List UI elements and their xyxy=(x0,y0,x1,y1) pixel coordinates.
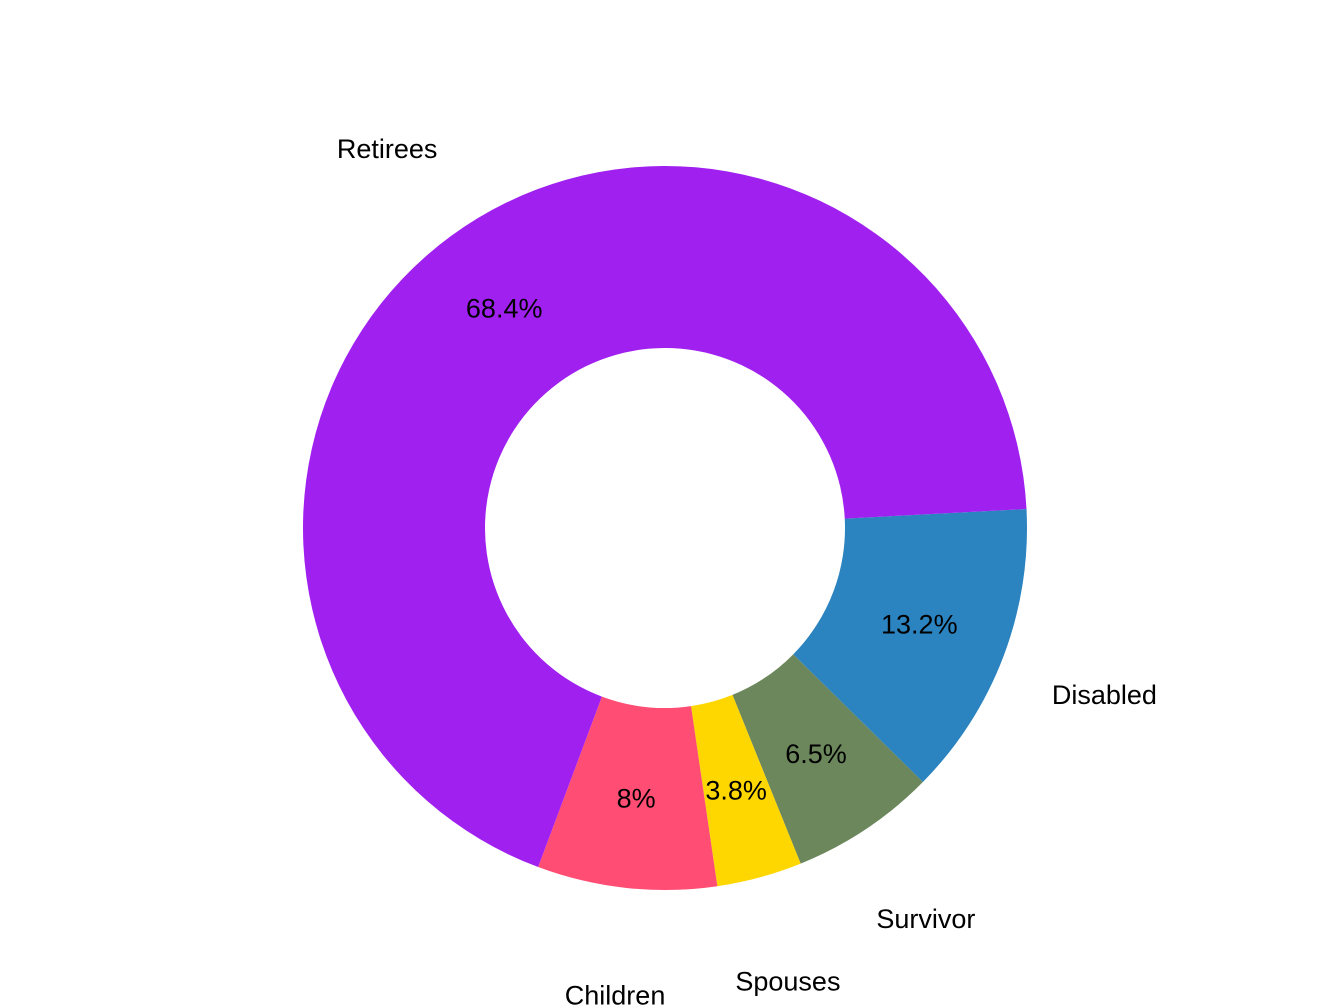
percent-label-children: 8% xyxy=(617,783,656,813)
category-label-children: Children xyxy=(565,980,666,1008)
slice-children xyxy=(538,696,718,890)
category-label-survivor: Survivor xyxy=(876,904,975,934)
slice-spouses xyxy=(691,694,801,887)
slices-group xyxy=(303,165,1027,890)
percent-label-spouses: 3.8% xyxy=(705,776,767,806)
percent-label-retirees: 68.4% xyxy=(466,294,543,324)
percent-label-disabled: 13.2% xyxy=(881,610,958,640)
percent-label-survivor: 6.5% xyxy=(785,739,847,769)
slice-survivor xyxy=(732,654,923,864)
slice-retirees xyxy=(303,165,1027,868)
category-labels-group: Disabled Survivor Spouses Children Retirees xyxy=(337,134,1157,1008)
percent-labels-group: 13.2% 6.5% 3.8% 8% 68.4% xyxy=(466,294,958,814)
category-label-disabled: Disabled xyxy=(1052,680,1157,710)
category-label-retirees: Retirees xyxy=(337,134,438,164)
category-label-spouses: Spouses xyxy=(735,967,840,997)
slice-disabled xyxy=(793,509,1027,783)
